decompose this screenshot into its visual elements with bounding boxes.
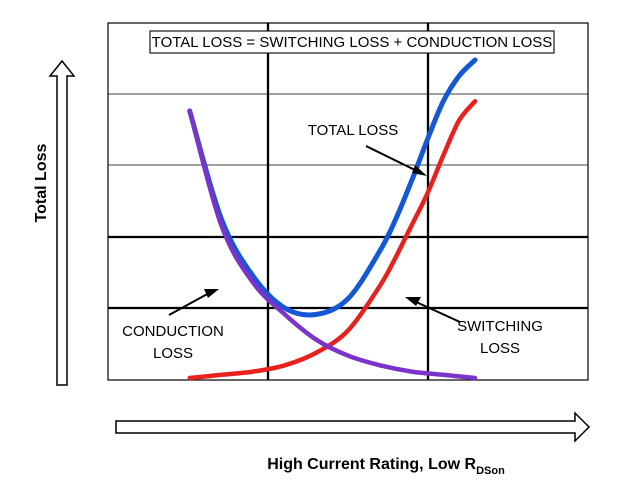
conduction-loss-pointer-head: [204, 289, 219, 298]
conduction-loss-curve: [187, 108, 478, 381]
switching-loss-pointer-line: [413, 300, 461, 323]
plot-frame: [107, 22, 589, 381]
title-box: [149, 30, 555, 54]
switching-loss-curve: [187, 99, 478, 381]
x-axis-label-main: High Current Rating, Low R: [267, 456, 476, 473]
switching-loss-label-line-1: SWITCHING: [457, 318, 543, 335]
total-loss-pointer-head: [412, 165, 427, 176]
total-loss-curve: [187, 57, 478, 318]
switching-loss-label-line-2: LOSS: [480, 340, 520, 357]
y-axis-label: Total Loss: [33, 143, 50, 222]
y-axis-arrow: [48, 59, 76, 386]
chart-title: TOTAL LOSS = SWITCHING LOSS + CONDUCTION…: [152, 34, 553, 51]
x-axis-label-subscript: DSon: [476, 465, 505, 477]
x-axis-arrow: [115, 411, 591, 443]
series-layer: [187, 57, 478, 381]
total-loss-label: TOTAL LOSS: [308, 122, 399, 139]
conduction-loss-label-line-2: LOSS: [153, 345, 193, 362]
total-loss-pointer-line: [365, 145, 418, 172]
x-axis-label: High Current Rating, Low RDSon: [267, 456, 505, 477]
conduction-loss-pointer-line: [168, 291, 212, 316]
switching-loss-pointer-head: [405, 297, 421, 306]
conduction-loss-label-line-1: CONDUCTION: [122, 323, 224, 340]
